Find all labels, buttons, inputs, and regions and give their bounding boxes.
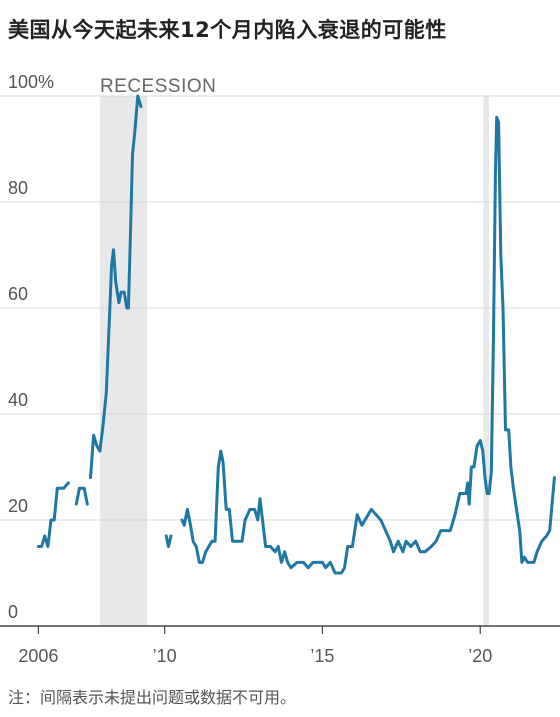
x-tick-label-2015: ’15 xyxy=(310,646,334,666)
y-tick-label-100: 100% xyxy=(8,72,54,92)
x-tick-label-2020: ’20 xyxy=(468,646,492,666)
recession-bands: RECESSION xyxy=(100,76,489,626)
y-tick-label-80: 80 xyxy=(8,178,28,198)
y-tick-label-40: 40 xyxy=(8,390,28,410)
x-tick-label-2010: ’10 xyxy=(153,646,177,666)
x-tick-label-2006: 2006 xyxy=(18,646,58,666)
series-line-segment-3 xyxy=(166,536,171,547)
y-tick-label-0: 0 xyxy=(8,602,18,622)
recession-band-1 xyxy=(483,96,489,626)
y-tick-label-20: 20 xyxy=(8,496,28,516)
series-line-segment-0 xyxy=(38,483,68,547)
y-tick-label-60: 60 xyxy=(8,284,28,304)
series-line-segment-1 xyxy=(76,488,87,504)
series-line-segment-4 xyxy=(182,117,554,573)
recession-label: RECESSION xyxy=(100,76,216,97)
x-tick-labels: 2006 ’10 ’15 ’20 xyxy=(18,626,492,666)
footnote: 注：间隔表示未提出问题或数据不可用。 xyxy=(8,684,296,708)
gridlines xyxy=(0,96,560,626)
